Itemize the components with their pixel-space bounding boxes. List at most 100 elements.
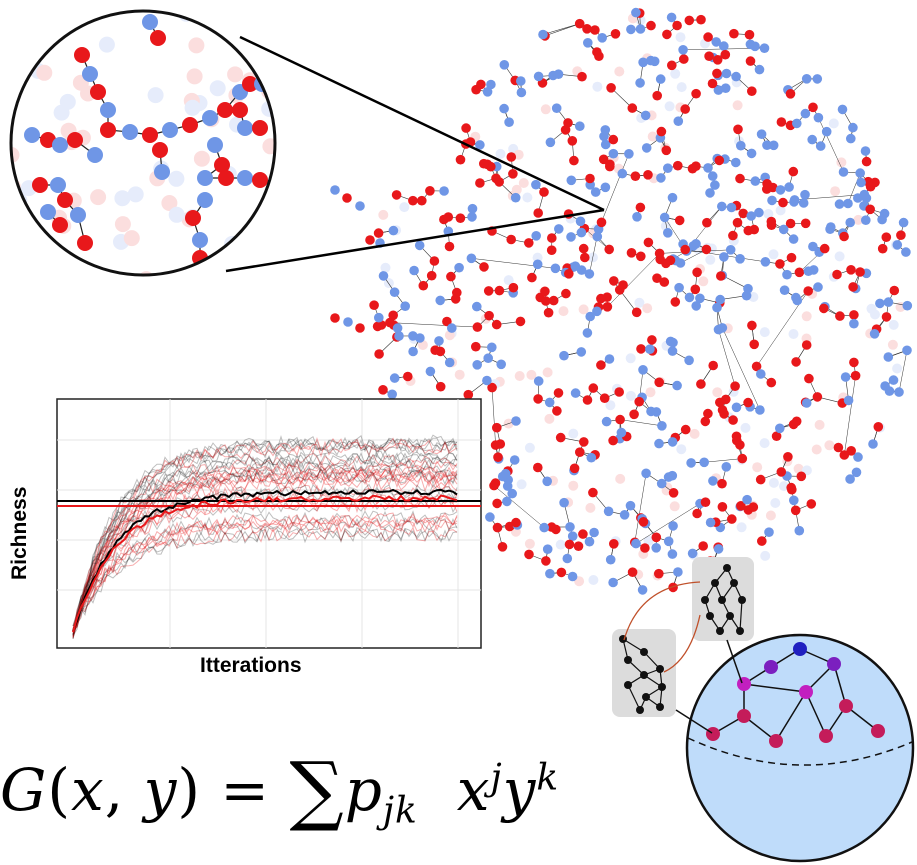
network-node: [796, 471, 807, 482]
network-node: [687, 548, 698, 559]
network-node: [483, 353, 494, 364]
faded-node: [670, 68, 681, 79]
network-node: [745, 56, 756, 66]
network-node: [663, 536, 674, 547]
network-edge: [704, 458, 743, 463]
sphere-edge: [743, 683, 807, 693]
network-node: [479, 158, 489, 169]
network-node: [635, 78, 645, 88]
inset-node: [214, 157, 230, 173]
network-node: [684, 292, 695, 303]
box-edge: [627, 684, 641, 711]
network-node: [509, 455, 520, 465]
network-node: [434, 336, 444, 346]
network-node: [564, 539, 575, 550]
network-node: [856, 177, 866, 188]
network-node: [667, 346, 678, 356]
network-node: [843, 395, 854, 406]
network-node: [712, 302, 722, 313]
network-node: [845, 474, 855, 484]
network-node: [502, 496, 512, 507]
network-node: [531, 231, 541, 241]
network-node: [391, 190, 402, 200]
network-node: [605, 554, 616, 565]
inset-node: [150, 30, 166, 46]
network-node: [608, 577, 618, 588]
network-node: [717, 201, 727, 212]
network-node: [646, 20, 656, 31]
network-node: [699, 457, 709, 468]
network-node: [736, 140, 746, 151]
network-node: [578, 243, 589, 254]
network-node: [442, 316, 452, 327]
network-node: [778, 197, 788, 208]
sphere-node: [706, 727, 720, 741]
network-node: [819, 303, 829, 314]
faded-node: [768, 477, 779, 488]
network-node: [467, 212, 477, 222]
network-node: [743, 283, 753, 294]
network-node: [819, 243, 830, 254]
plot-trace: [72, 473, 458, 634]
network-node: [575, 121, 585, 131]
faded-node: [676, 82, 687, 93]
faded-node: [642, 303, 653, 314]
network-node: [783, 452, 793, 462]
network-node: [638, 365, 648, 375]
network-node: [578, 529, 588, 539]
inset-node: [182, 117, 198, 133]
network-node: [564, 269, 574, 279]
network-node: [686, 458, 696, 468]
network-node: [667, 60, 677, 71]
faded-node: [814, 419, 825, 430]
network-node: [543, 307, 554, 318]
network-node: [532, 259, 543, 270]
network-node: [447, 323, 457, 333]
network-node: [832, 269, 842, 280]
network-node: [638, 57, 648, 68]
network-node: [716, 271, 726, 281]
network-node: [851, 467, 862, 478]
network-node: [651, 543, 661, 553]
network-node: [643, 170, 653, 180]
network-node: [759, 43, 770, 53]
sphere-node: [764, 660, 778, 674]
network-node: [355, 323, 365, 333]
network-node: [696, 379, 706, 389]
box-node: [723, 564, 731, 572]
inset-node: [242, 76, 258, 92]
network-node: [881, 232, 892, 242]
plot-y-label: Richness: [8, 486, 31, 580]
network-node: [812, 392, 823, 402]
network-node: [754, 207, 764, 218]
network-node: [497, 542, 508, 552]
network-edge: [634, 473, 647, 543]
network-node: [499, 60, 510, 70]
network-node: [626, 24, 636, 35]
inset-node: [162, 122, 178, 138]
box-edge: [739, 599, 743, 632]
inset-faded-node: [114, 190, 131, 207]
network-node: [590, 187, 601, 197]
network-node: [902, 300, 913, 311]
network-node: [500, 468, 511, 479]
network-node: [631, 307, 642, 318]
network-node: [750, 176, 761, 186]
network-node: [630, 171, 641, 181]
network-node: [516, 76, 526, 86]
network-node: [767, 195, 777, 206]
network-node: [691, 88, 701, 99]
sphere-node: [737, 709, 751, 723]
network-node: [801, 74, 812, 84]
network-node: [576, 227, 587, 238]
network-node: [511, 416, 521, 426]
network-node: [748, 502, 759, 512]
network-node: [691, 239, 701, 249]
network-node: [813, 112, 824, 123]
network-node: [510, 192, 521, 203]
network-node: [484, 310, 494, 321]
network-node: [725, 245, 736, 255]
inset-node: [32, 177, 48, 193]
network-node: [788, 419, 799, 430]
